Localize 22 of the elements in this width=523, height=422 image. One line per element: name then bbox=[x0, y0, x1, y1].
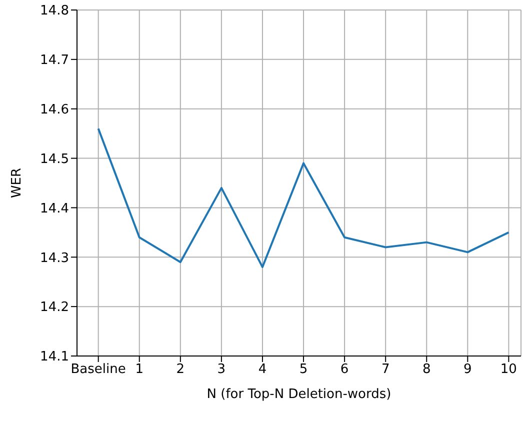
x-tick-label: Baseline bbox=[70, 362, 126, 378]
x-tick-label: 2 bbox=[176, 362, 185, 378]
y-tick-label: 14.4 bbox=[40, 201, 69, 216]
y-tick-label: 14.2 bbox=[40, 300, 69, 316]
y-tick-label: 14.3 bbox=[40, 250, 69, 266]
line-series bbox=[97, 128, 510, 268]
x-tick-label: 4 bbox=[258, 362, 267, 378]
y-tick-label: 14.6 bbox=[40, 102, 69, 118]
x-tick-label: 1 bbox=[135, 362, 144, 378]
y-tick-label: 14.7 bbox=[40, 53, 69, 68]
x-tick-label: 8 bbox=[422, 362, 431, 378]
y-tick-label: 14.8 bbox=[40, 4, 69, 19]
y-axis-title: WER bbox=[10, 168, 25, 198]
x-tick-label: 5 bbox=[299, 362, 308, 378]
x-tick-label: 10 bbox=[500, 362, 517, 378]
y-tick-label: 14.5 bbox=[40, 152, 69, 167]
x-tick-label: 9 bbox=[464, 362, 472, 378]
y-tick-label: 14.1 bbox=[40, 350, 69, 365]
x-tick-label: 6 bbox=[340, 362, 349, 378]
x-axis-title: N (for Top-N Deletion-words) bbox=[206, 387, 392, 402]
x-tick-label: 3 bbox=[217, 362, 226, 378]
x-tick-label: 7 bbox=[381, 362, 390, 378]
